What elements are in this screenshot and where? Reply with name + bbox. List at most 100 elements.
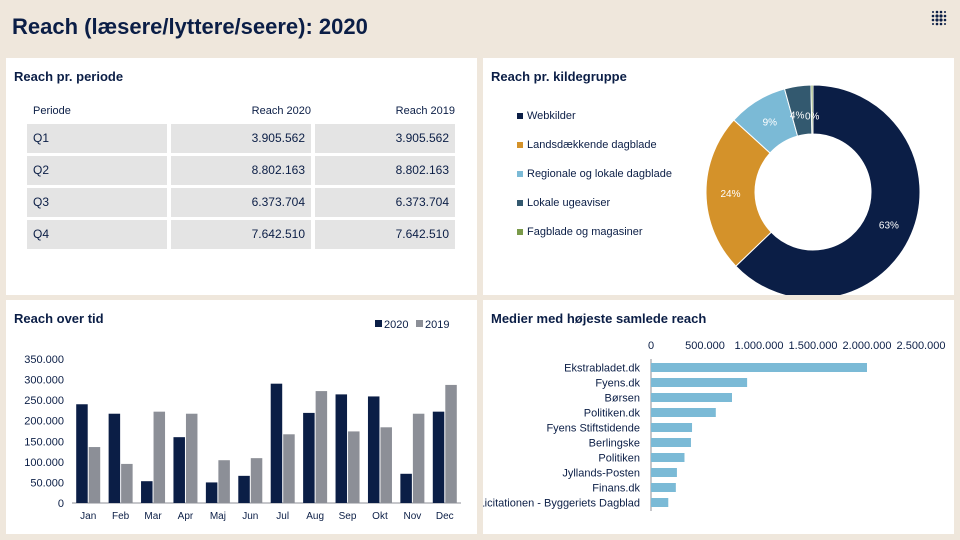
y-tick-label: 100.000	[24, 457, 64, 469]
top-media-bar-chart: 0 500.000 1.000.000 1.500.000 2.000.000 2.500…	[483, 340, 945, 511]
table-row: Q2 8.802.163 8.802.163	[27, 156, 457, 188]
bar-2019[interactable]	[445, 384, 457, 503]
bar-2020[interactable]	[367, 396, 380, 503]
x-tick-label: Feb	[112, 511, 130, 522]
bar-2020[interactable]	[205, 482, 218, 503]
y-tick-label: 50.000	[30, 477, 64, 489]
x-tick-label: Nov	[403, 511, 421, 522]
media-bar[interactable]	[651, 408, 716, 417]
monthly-bar-chart: 0 50.000 100.000 150.000 200.000 250.000 300.0…	[24, 319, 461, 522]
legend-label[interactable]: 2019	[425, 319, 449, 331]
header-period[interactable]: Periode	[33, 105, 71, 117]
legend-swatch	[416, 320, 423, 327]
donut-data-label: 9%	[763, 118, 778, 129]
bar-2020[interactable]	[141, 481, 153, 503]
media-bar[interactable]	[651, 483, 676, 492]
bar-2019[interactable]	[121, 463, 133, 503]
donut-data-label: 4%	[790, 110, 805, 121]
page-title: Reach (læsere/lyttere/seere): 2020	[12, 14, 368, 39]
bar-2019[interactable]	[283, 434, 295, 503]
x-tick-label: 0	[648, 340, 654, 352]
y-tick-label: Finans.dk	[592, 483, 640, 495]
legend-item[interactable]: Regionale og lokale dagblade	[517, 167, 672, 196]
legend-item[interactable]: Landsdækkende dagblade	[517, 138, 672, 167]
table-row: Q4 7.642.510 7.642.510	[27, 220, 457, 252]
legend-swatch	[517, 171, 523, 177]
x-tick-label: 1.500.000	[789, 340, 838, 352]
cell-reach-2020: 8.802.163	[171, 156, 311, 185]
donut-data-label: 24%	[721, 189, 741, 200]
x-tick-label: Jun	[242, 511, 258, 522]
bar-2019[interactable]	[185, 413, 198, 503]
donut-slice[interactable]	[735, 84, 921, 295]
media-bar[interactable]	[651, 363, 867, 372]
cell-period: Q3	[27, 188, 167, 217]
legend-item[interactable]: Fagblade og magasiner	[517, 225, 672, 254]
x-tick-label: 2.000.000	[843, 340, 892, 352]
table-row: Q1 3.905.562 3.905.562	[27, 124, 457, 156]
bar-2019[interactable]	[88, 447, 101, 503]
bar-2019[interactable]	[250, 458, 263, 503]
bar-2019[interactable]	[380, 427, 392, 503]
donut-slice[interactable]	[810, 84, 814, 135]
media-bar[interactable]	[651, 423, 693, 432]
x-tick-label: 1.000.000	[735, 340, 784, 352]
x-tick-label: Aug	[306, 511, 324, 522]
x-tick-label: Jul	[276, 511, 289, 522]
reach-period-panel: Reach pr. periode Periode Reach 2020 Rea…	[6, 58, 477, 295]
bar-2020[interactable]	[173, 437, 185, 503]
reach-period-title: Reach pr. periode	[14, 69, 124, 84]
y-tick-label: 300.000	[24, 375, 64, 387]
bar-2019[interactable]	[412, 413, 425, 503]
bar-2020[interactable]	[432, 411, 445, 503]
cell-period: Q4	[27, 220, 167, 249]
cell-reach-2020: 3.905.562	[171, 124, 311, 153]
y-tick-label: Fyens Stiftstidende	[546, 423, 640, 435]
header-reach-2019[interactable]: Reach 2019	[395, 105, 455, 117]
legend-swatch	[517, 200, 523, 206]
header-reach-2020[interactable]: Reach 2020	[251, 105, 311, 117]
reach-source-title: Reach pr. kildegruppe	[491, 69, 627, 84]
legend-swatch	[517, 113, 523, 119]
cell-reach-2019: 8.802.163	[315, 156, 455, 185]
bar-2020[interactable]	[303, 412, 315, 503]
bar-2020[interactable]	[270, 383, 283, 503]
table-header: Periode Reach 2020 Reach 2019	[27, 100, 457, 124]
donut-slice[interactable]	[705, 119, 772, 267]
bar-2020[interactable]	[108, 413, 121, 503]
x-tick-label: Sep	[339, 511, 357, 522]
legend-item[interactable]: Lokale ugeaviser	[517, 196, 672, 225]
cell-period: Q1	[27, 124, 167, 153]
bar-2020[interactable]	[238, 475, 250, 503]
y-tick-label: Jyllands-Posten	[562, 468, 640, 480]
source-donut-chart: 63% 24% 9% 4% 0%	[705, 84, 921, 295]
x-tick-label: Apr	[178, 511, 194, 522]
y-tick-label: Børsen	[605, 393, 640, 405]
media-bar[interactable]	[651, 438, 691, 447]
bar-2020[interactable]	[335, 394, 348, 503]
reach-time-panel: Reach over tid 0 50.000 100.000 150.000 200.…	[6, 300, 477, 534]
media-bar[interactable]	[651, 378, 748, 387]
y-tick-label: Politiken.dk	[584, 408, 641, 420]
media-bar[interactable]	[651, 453, 685, 462]
bar-2020[interactable]	[76, 404, 88, 503]
logo-icon	[931, 10, 947, 26]
y-tick-label: Ekstrabladet.dk	[564, 363, 640, 375]
legend-label[interactable]: 2020	[384, 319, 408, 331]
y-tick-label: Licitationen - Byggeriets Dagblad	[483, 498, 640, 510]
bar-2019[interactable]	[218, 460, 230, 503]
cell-reach-2019: 7.642.510	[315, 220, 455, 249]
cell-reach-2019: 3.905.562	[315, 124, 455, 153]
bar-2019[interactable]	[348, 431, 360, 503]
bar-2019[interactable]	[153, 411, 166, 503]
bar-2020[interactable]	[400, 473, 412, 503]
bar-2019[interactable]	[315, 391, 328, 503]
media-bar[interactable]	[651, 498, 669, 507]
media-bar[interactable]	[651, 393, 732, 402]
x-tick-label: Jan	[80, 511, 96, 522]
legend-item[interactable]: Webkilder	[517, 109, 672, 138]
legend-swatch	[517, 142, 523, 148]
donut-data-label: 63%	[879, 220, 899, 231]
legend-label: Fagblade og magasiner	[527, 226, 643, 238]
media-bar[interactable]	[651, 468, 677, 477]
